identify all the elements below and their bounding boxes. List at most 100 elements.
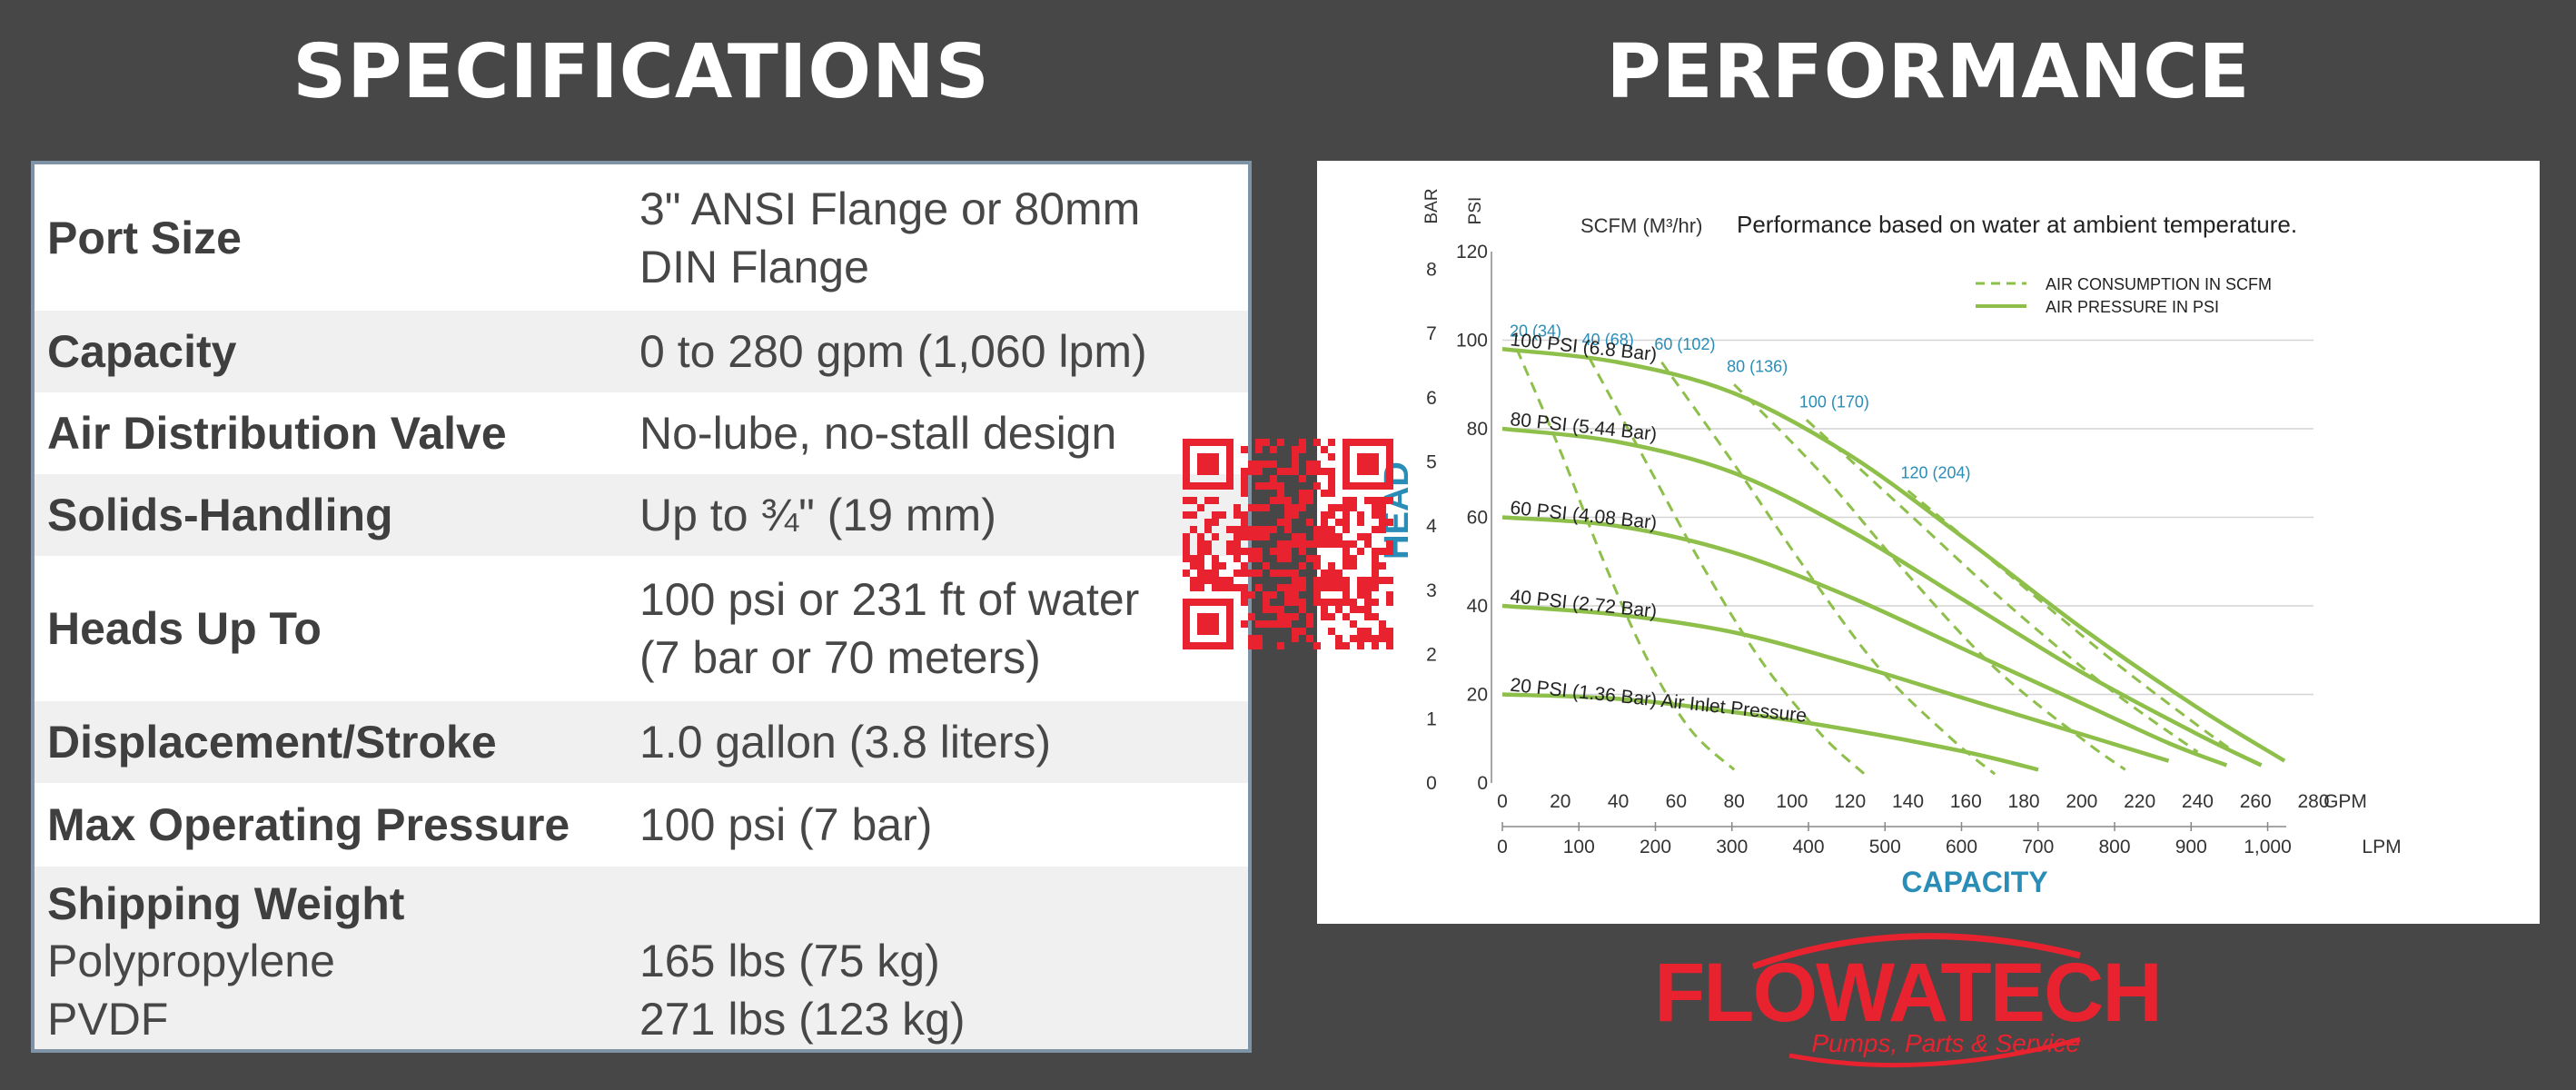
qr-module: [1226, 577, 1234, 584]
qr-module: [1241, 490, 1248, 497]
qr-module: [1248, 533, 1255, 540]
qr-module: [1212, 584, 1219, 591]
qr-module: [1299, 584, 1306, 591]
qr-finder: [1342, 439, 1393, 446]
air-pressure-line: [1501, 347, 2286, 763]
qr-module: [1306, 497, 1313, 504]
qr-module: [1350, 540, 1357, 548]
qr-finder: [1197, 453, 1219, 475]
qr-module: [1263, 482, 1270, 490]
qr-module: [1386, 519, 1393, 526]
qr-module: [1313, 533, 1321, 540]
qr-module: [1321, 519, 1328, 526]
qr-module: [1292, 504, 1299, 511]
qr-module: [1284, 526, 1292, 533]
specifications-heading: SPECIFICATIONS: [292, 29, 990, 115]
y-tick-label-psi: 40: [1467, 596, 1488, 617]
qr-module: [1277, 570, 1284, 577]
qr-module: [1342, 548, 1350, 555]
qr-module: [1321, 613, 1328, 620]
qr-module: [1241, 620, 1248, 628]
qr-module: [1183, 511, 1190, 519]
qr-module: [1204, 548, 1212, 555]
x-tick-label-lpm: 1,000: [2244, 837, 2292, 857]
qr-module: [1379, 628, 1386, 635]
qr-module: [1306, 468, 1313, 475]
qr-module: [1255, 635, 1263, 642]
qr-module: [1379, 635, 1386, 642]
spec-value-line: Up to ¾" (19 mm): [639, 490, 996, 540]
qr-module: [1248, 468, 1255, 475]
spec-value-line: No-lube, no-stall design: [639, 408, 1117, 459]
y-unit-bar: BAR: [1422, 188, 1442, 223]
qr-module: [1364, 540, 1372, 548]
qr-module: [1299, 548, 1306, 555]
qr-module: [1372, 584, 1379, 591]
qr-module: [1328, 533, 1335, 540]
qr-module: [1350, 562, 1357, 570]
qr-module: [1313, 562, 1321, 570]
qr-module: [1350, 497, 1357, 504]
qr-module: [1328, 439, 1335, 446]
qr-module: [1284, 540, 1292, 548]
spec-value: 3" ANSI Flange or 80mm DIN Flange: [639, 180, 1248, 296]
qr-module: [1241, 584, 1248, 591]
qr-module: [1241, 511, 1248, 519]
x-tick-label-gpm: 0: [1497, 791, 1508, 812]
spec-value: 100 psi or 231 ft of water (7 bar or 70 m…: [639, 570, 1248, 687]
qr-module: [1335, 635, 1342, 642]
y-tick-label-bar: 3: [1426, 580, 1437, 601]
qr-module: [1248, 504, 1255, 511]
qr-module: [1277, 548, 1284, 555]
qr-module: [1292, 577, 1299, 584]
qr-module: [1350, 555, 1357, 562]
y-tick-label-psi: 80: [1467, 419, 1488, 440]
qr-module: [1190, 577, 1197, 584]
qr-module: [1379, 562, 1386, 570]
qr-module: [1270, 482, 1277, 490]
x-tick-label-gpm: 200: [2066, 791, 2097, 812]
qr-module: [1335, 584, 1342, 591]
qr-module: [1212, 577, 1219, 584]
qr-module: [1248, 570, 1255, 577]
x-tick-label-lpm: 400: [1792, 837, 1824, 857]
qr-module: [1248, 642, 1255, 649]
qr-module: [1263, 620, 1270, 628]
spec-row: Displacement/Stroke 1.0 gallon (3.8 liter…: [35, 701, 1248, 783]
qr-module: [1183, 533, 1190, 540]
qr-module: [1328, 526, 1335, 533]
qr-module: [1342, 591, 1350, 599]
flowatech-logo[interactable]: FLOWATECH Pumps, Parts & Service: [1653, 919, 2162, 1083]
x-tick-label-gpm: 120: [1834, 791, 1866, 812]
qr-module: [1284, 468, 1292, 475]
qr-module: [1234, 548, 1241, 555]
qr-module: [1292, 468, 1299, 475]
qr-module: [1270, 497, 1277, 504]
qr-module: [1284, 548, 1292, 555]
qr-module: [1350, 606, 1357, 613]
qr-module: [1241, 446, 1248, 453]
qr-code[interactable]: [1183, 439, 1393, 649]
qr-module: [1197, 555, 1204, 562]
qr-module: [1241, 599, 1248, 606]
qr-module: [1342, 584, 1350, 591]
qr-module: [1350, 504, 1357, 511]
qr-module: [1234, 570, 1241, 577]
x-tick-label-gpm: 180: [2008, 791, 2040, 812]
performance-heading: PERFORMANCE: [1606, 29, 2251, 115]
qr-module: [1306, 555, 1313, 562]
qr-module: [1342, 526, 1350, 533]
qr-module: [1241, 468, 1248, 475]
qr-module: [1299, 540, 1306, 548]
qr-module: [1350, 620, 1357, 628]
qr-module: [1306, 461, 1313, 468]
spec-row: Heads Up To 100 psi or 231 ft of water (7 …: [35, 556, 1248, 701]
qr-module: [1190, 497, 1197, 504]
qr-module: [1183, 570, 1190, 577]
spec-row: Air Distribution Valve No-lube, no-stall …: [35, 392, 1248, 474]
qr-module: [1342, 599, 1350, 606]
qr-module: [1313, 439, 1321, 446]
qr-module: [1284, 591, 1292, 599]
qr-module: [1248, 613, 1255, 620]
y-tick-label-psi: 60: [1467, 508, 1488, 529]
